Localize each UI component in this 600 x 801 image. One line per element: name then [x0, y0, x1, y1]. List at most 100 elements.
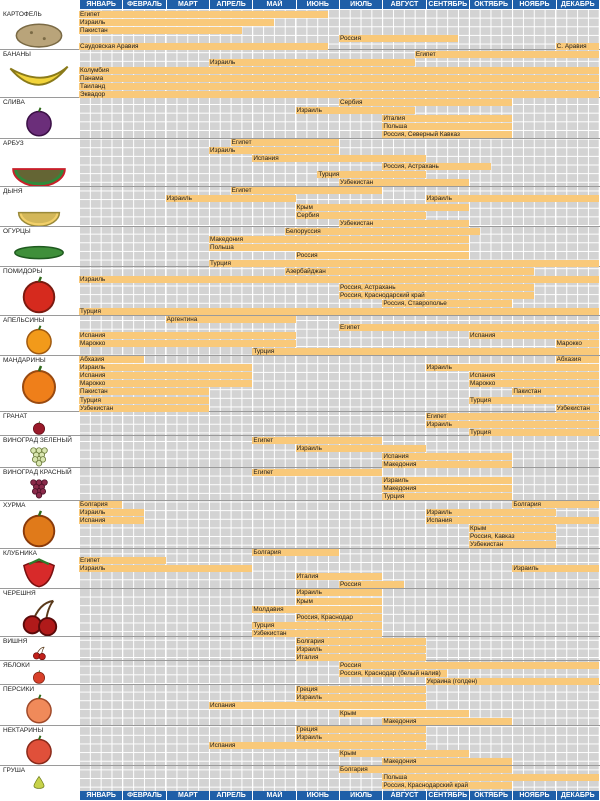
orange-icon — [4, 324, 74, 360]
fruit-name: ПЕРСИКИ — [3, 686, 35, 694]
fruit-name: АРБУЗ — [3, 139, 24, 147]
availability-bar: Россия, Краснодарский край — [339, 291, 534, 299]
month-header-bottom: ЯНВАРЬ ФЕВРАЛЬ МАРТ АПРЕЛЬ МАЙ ИЮНЬ ИЮЛЬ АВГУСТ… — [79, 791, 599, 800]
availability-bar: Израиль — [79, 364, 253, 372]
availability-bar: Израиль — [295, 107, 415, 114]
fruit-separator — [0, 547, 600, 549]
availability-bar: Египет — [252, 468, 383, 476]
availability-bar: Сербия — [295, 211, 426, 219]
availability-bar: Болгария — [252, 549, 339, 557]
persimmon-icon — [4, 510, 74, 553]
availability-bar: Болгария — [339, 766, 513, 774]
month-label-10: ОКТЯБРЬ — [468, 0, 512, 9]
availability-bar: Египет — [339, 324, 599, 332]
fruit-name: ДЫНЯ — [3, 187, 23, 195]
fruit-separator — [0, 266, 600, 268]
availability-bar: Македония — [382, 758, 513, 766]
availability-bar: Израиль — [425, 420, 599, 428]
availability-bar: Турция — [79, 396, 209, 404]
availability-bar: Египет — [425, 412, 599, 420]
month-label-11: НОЯБРЬ — [512, 791, 555, 800]
availability-bar: Испания — [79, 332, 296, 340]
availability-bar: Россия — [339, 34, 459, 42]
melon-icon — [4, 196, 74, 231]
availability-bar: Турция — [252, 348, 599, 356]
availability-bar: Пакистан — [79, 388, 209, 396]
availability-bar: Израиль — [209, 58, 415, 66]
tangerine-icon — [4, 365, 74, 410]
fruit-name: ЧЕРЕШНЯ — [3, 589, 36, 597]
fruit-name: ПОМИДОРЫ — [3, 268, 43, 276]
availability-bar: Россия, Астрахань — [382, 163, 491, 171]
availability-bar: Египет — [79, 10, 329, 18]
availability-bar: Марокко — [469, 380, 599, 388]
availability-bar: Эквадор — [79, 90, 599, 98]
availability-bar: Сербия — [339, 98, 513, 106]
month-label-7: ИЮЛЬ — [338, 0, 382, 9]
month-label-1: ЯНВАРЬ — [79, 0, 122, 9]
availability-bar: Израиль — [382, 476, 513, 484]
month-label-12: ДЕКАБРЬ — [555, 0, 599, 9]
availability-bar: Египет — [230, 187, 383, 195]
availability-bar: Панама — [79, 74, 599, 82]
green-grapes-icon — [4, 445, 74, 472]
month-label-2: ФЕВРАЛЬ — [122, 791, 165, 800]
availability-bar: Узбекистан — [339, 179, 469, 187]
strawberry-icon — [4, 558, 74, 593]
availability-bar: Турция — [382, 492, 513, 500]
availability-bar: Россия, Краснодарский край — [382, 782, 513, 790]
month-label-8: АВГУСТ — [382, 0, 425, 9]
availability-bar: Таиланд — [79, 82, 599, 90]
month-label-6: ИЮНЬ — [295, 0, 339, 9]
cucumber-icon — [4, 236, 74, 271]
month-divider — [251, 9, 253, 791]
availability-bar: Турция — [79, 308, 599, 316]
availability-bar: Македония — [382, 718, 513, 726]
fruit-name: КАРТОФЕЛЬ — [3, 11, 42, 18]
availability-bar: Молдавия — [252, 605, 383, 613]
month-label-4: АПРЕЛЬ — [208, 0, 252, 9]
month-divider — [381, 9, 383, 791]
fruit-name: КЛУБНИКА — [3, 549, 37, 557]
fruit-separator — [0, 724, 600, 726]
availability-bar: С. Аравия — [555, 42, 599, 50]
availability-bar: Израиль — [425, 364, 599, 372]
month-label-3: МАРТ — [165, 0, 209, 9]
month-label-7: ИЮЛЬ — [338, 791, 382, 800]
availability-bar: Турция — [209, 259, 599, 267]
fruit-name: ВИШНЯ — [3, 638, 28, 646]
availability-bar: Израиль — [425, 509, 556, 517]
month-label-4: АПРЕЛЬ — [208, 791, 252, 800]
red-grapes-icon — [4, 477, 74, 504]
availability-bar: Россия — [339, 661, 599, 669]
fruit-name: ВИНОГРАД КРАСНЫЙ — [3, 469, 72, 477]
month-label-6: ИЮНЬ — [295, 791, 339, 800]
availability-bar: Польша — [382, 123, 513, 131]
fruit-name: СЛИВА — [3, 99, 25, 107]
availability-bar: Турция — [317, 171, 426, 179]
month-label-9: СЕНТЯБРЬ — [425, 0, 469, 9]
availability-bar: Абхазия — [555, 356, 599, 364]
watermelon-icon — [4, 148, 74, 191]
month-label-1: ЯНВАРЬ — [79, 791, 122, 800]
availability-bar: Испания — [79, 372, 253, 380]
availability-bar: Израиль — [79, 509, 144, 517]
fruit-name: МАНДАРИНЫ — [3, 356, 46, 364]
month-divider — [598, 9, 600, 791]
fruit-name: АПЕЛЬСИНЫ — [3, 316, 45, 324]
fruit-separator — [0, 49, 600, 51]
fruit-separator — [0, 97, 600, 99]
availability-bar: Македония — [209, 235, 469, 243]
availability-bar: Италия — [382, 115, 513, 123]
month-label-5: МАЙ — [252, 0, 295, 9]
availability-bar: Крым — [469, 525, 556, 533]
fruit-separator — [0, 467, 600, 469]
fruit-separator — [0, 684, 600, 686]
availability-bar: Израиль — [209, 147, 339, 155]
fruit-separator — [0, 354, 600, 356]
availability-bar: Израиль — [295, 444, 426, 452]
availability-bar: Марокко — [79, 380, 253, 388]
month-label-9: СЕНТЯБРЬ — [425, 791, 469, 800]
availability-bar: Израиль — [512, 565, 599, 573]
availability-bar: Белоруссия — [284, 227, 480, 235]
